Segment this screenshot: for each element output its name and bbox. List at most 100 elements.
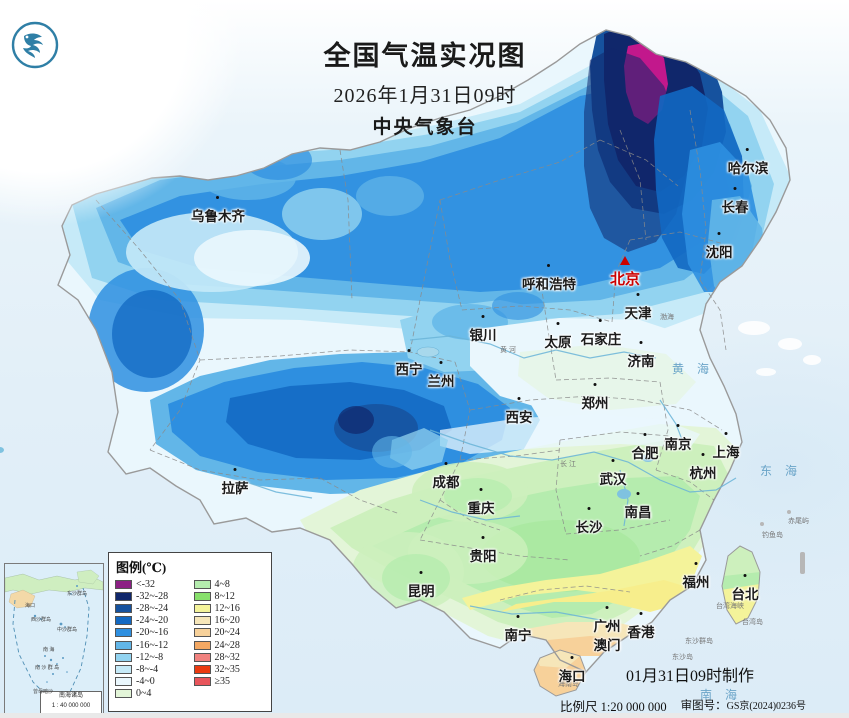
city-name: 贵阳 <box>469 549 497 564</box>
map-annotation-长江: 长 江 <box>560 461 576 468</box>
city-name: 合肥 <box>631 446 659 461</box>
legend-label: 8~12 <box>214 590 235 602</box>
city-label-拉萨: 拉萨 <box>221 468 249 497</box>
legend-title: 图例(℃) <box>116 560 167 575</box>
legend-label: -20~-16 <box>136 627 169 639</box>
city-name: 重庆 <box>467 501 495 516</box>
city-marker-icon <box>419 571 422 574</box>
city-marker-icon <box>733 187 736 190</box>
city-marker-icon <box>639 341 642 344</box>
city-name: 南昌 <box>624 505 652 520</box>
city-name: 济南 <box>627 354 655 369</box>
legend-row-cold-7: -8~-4 <box>115 663 188 675</box>
corner-white-mask <box>0 0 300 300</box>
city-name: 乌鲁木齐 <box>191 209 245 224</box>
city-label-武汉: 武汉 <box>600 459 627 488</box>
legend-row-cold-9: 0~4 <box>115 688 188 700</box>
city-name: 澳门 <box>593 638 621 653</box>
legend-swatch <box>115 677 132 687</box>
city-marker-icon <box>717 232 720 235</box>
approval-label: 审图号： <box>680 700 727 712</box>
map-annotation-台湾岛: 台湾岛 <box>742 619 763 626</box>
city-name: 郑州 <box>581 396 609 411</box>
legend-row-cold-1: -32~-28 <box>115 590 188 602</box>
city-marker-icon <box>724 432 727 435</box>
city-name: 成都 <box>432 475 460 490</box>
legend-label: 0~4 <box>136 688 152 700</box>
city-marker-icon <box>570 656 573 659</box>
inset-caption-line1: 南海诸岛 <box>58 693 83 699</box>
legend-row-cold-3: -24~-20 <box>115 615 188 627</box>
inset-caption-line2: 1 : 40 000 000 <box>51 702 91 709</box>
city-label-沈阳: 沈阳 <box>706 232 733 261</box>
city-name: 银川 <box>469 328 497 343</box>
legend-swatch <box>115 579 132 589</box>
city-marker-icon <box>636 492 639 495</box>
city-name: 哈尔滨 <box>727 161 769 176</box>
legend-swatch <box>115 591 132 601</box>
city-marker-icon <box>619 256 630 265</box>
legend-column-cold: <-32 -32~-28 -28~-24 -24~-20 -20~-16 -16~-12 -… <box>115 578 188 700</box>
city-label-乌鲁木齐: 乌鲁木齐 <box>191 196 245 225</box>
city-name: 石家庄 <box>580 332 622 347</box>
map-annotation-东沙群岛: 东沙群岛 <box>685 638 713 645</box>
city-label-兰州: 兰州 <box>427 361 455 390</box>
city-label-银川: 银川 <box>469 315 497 344</box>
city-marker-icon <box>611 459 614 462</box>
map-annotation-东沙岛: 东沙岛 <box>672 654 693 661</box>
city-name: 南京 <box>664 437 692 452</box>
map-annotation-海南岛: 海南岛 <box>558 681 579 688</box>
map-annotation-赤尾屿: 赤尾屿 <box>788 518 809 525</box>
footer-bar: 比例尺 1:20 000 000 审图号：GS京(2024)0236号 <box>560 692 849 718</box>
sea-label-黄海: 黄 海 <box>672 362 715 376</box>
city-marker-icon <box>547 264 550 267</box>
city-name: 香港 <box>627 625 655 640</box>
legend-row-warm-6: 28~32 <box>193 651 267 663</box>
map-annotation-台湾海峡: 台湾海峡 <box>716 603 744 610</box>
city-marker-icon <box>694 562 697 565</box>
city-label-郑州: 郑州 <box>581 383 609 412</box>
city-label-福州: 福州 <box>683 562 710 591</box>
legend-column-warm: 4~8 8~12 12~16 16~20 20~24 24~28 28~32 32~35 ≥35 <box>193 578 267 700</box>
legend-panel: 图例(℃) <-32 -32~-28 -28~-24 -24~-20 -20~-16 -1… <box>108 552 272 712</box>
legend-swatch <box>193 652 211 662</box>
city-label-天津: 天津 <box>625 293 652 322</box>
city-name: 长沙 <box>575 520 603 535</box>
production-time: 01月31日09时制作 <box>625 668 755 685</box>
city-label-合肥: 合肥 <box>631 433 659 462</box>
legend-label: ≥35 <box>214 676 231 688</box>
legend-label: -28~-24 <box>136 602 169 614</box>
city-label-南京: 南京 <box>664 424 692 453</box>
legend-row-warm-8: ≥35 <box>193 676 267 688</box>
city-name: 兰州 <box>427 374 455 389</box>
sea-label-南海: 南 海 <box>700 688 743 702</box>
legend-swatch <box>115 689 132 699</box>
legend-swatch <box>193 579 211 589</box>
city-marker-icon <box>743 574 746 577</box>
city-label-重庆: 重庆 <box>467 488 495 517</box>
city-marker-icon <box>605 625 608 628</box>
legend-label: 28~32 <box>214 651 240 663</box>
city-label-澳门: 澳门 <box>593 625 621 654</box>
inset-label-南沙群岛: 南 沙 群 岛 <box>35 665 60 671</box>
city-label-西安: 西安 <box>506 397 533 426</box>
city-label-呼和浩特: 呼和浩特 <box>522 264 576 293</box>
city-marker-icon <box>444 462 447 465</box>
city-marker-icon <box>556 322 559 325</box>
legend-swatch <box>193 677 211 687</box>
city-label-海口: 海口 <box>559 656 586 685</box>
inset-label-东沙群岛: 东沙群岛 <box>67 591 88 597</box>
city-name: 昆明 <box>407 584 435 599</box>
city-label-长春: 长春 <box>721 187 749 216</box>
city-name: 拉萨 <box>221 481 249 496</box>
city-label-杭州: 杭州 <box>690 453 717 482</box>
city-marker-icon <box>587 507 590 510</box>
map-annotation-黄河: 黄 河 <box>500 347 516 354</box>
legend-label: -16~-12 <box>136 639 169 651</box>
legend-label: <-32 <box>136 578 155 590</box>
city-name: 长春 <box>721 200 749 215</box>
legend-row-warm-0: 4~8 <box>193 578 267 590</box>
map-scale: 比例尺 1:20 000 000 <box>560 699 667 714</box>
legend-row-warm-4: 20~24 <box>193 627 267 639</box>
